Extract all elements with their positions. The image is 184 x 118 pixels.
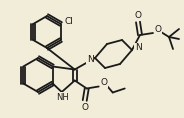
Text: N: N [135,44,141,53]
Text: O: O [135,11,141,21]
Text: O: O [100,78,107,87]
Text: N: N [87,55,93,63]
Text: O: O [81,103,88,112]
Text: O: O [155,25,162,34]
Text: Cl: Cl [64,17,73,27]
Text: NH: NH [56,93,69,101]
